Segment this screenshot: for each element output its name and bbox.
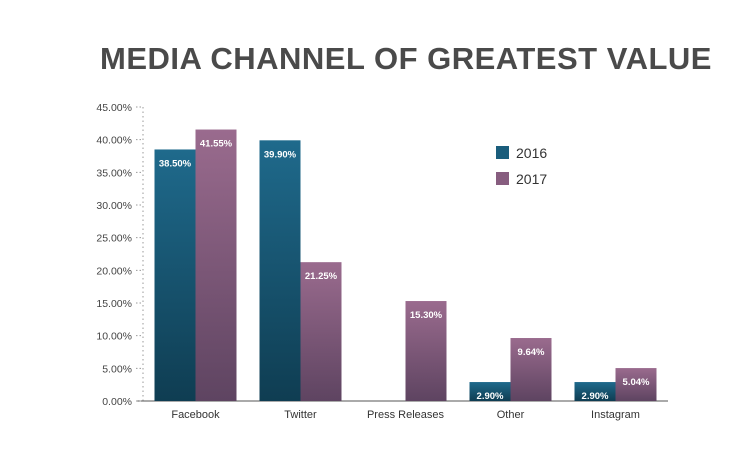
bar-2017-other — [510, 338, 552, 401]
data-label: 2.90% — [477, 391, 504, 402]
y-tick-label: 45.00% — [96, 102, 132, 114]
y-tick-label: 5.00% — [102, 363, 132, 375]
legend-label-2017: 2017 — [516, 171, 547, 187]
data-label: 2.90% — [582, 391, 609, 402]
y-tick-label: 15.00% — [96, 298, 132, 310]
data-label: 41.55% — [200, 139, 233, 150]
bar-2017-press-releases — [405, 301, 447, 401]
data-label: 15.30% — [410, 310, 443, 321]
y-tick-label: 0.00% — [102, 396, 132, 408]
bar-2017-facebook — [195, 129, 237, 402]
x-tick-label: Other — [497, 409, 525, 421]
legend-swatch-2017 — [496, 172, 509, 185]
bar-2016-instagram — [574, 382, 616, 401]
x-tick-label: Press Releases — [367, 409, 445, 421]
y-tick-label: 30.00% — [96, 200, 132, 212]
y-tick-label: 10.00% — [96, 331, 132, 343]
chart-title: MEDIA CHANNEL OF GREATEST VALUE — [100, 41, 712, 76]
bars: 38.50% 41.55% 39.90% 21.25% 15.30% 2.90% 9.64%… — [154, 129, 657, 402]
legend-swatch-2016 — [496, 146, 509, 159]
data-label: 9.64% — [518, 347, 545, 358]
bar-2017-instagram — [615, 368, 657, 401]
data-label: 5.04% — [623, 377, 650, 388]
x-tick-label: Facebook — [171, 409, 220, 421]
y-tick-label: 20.00% — [96, 265, 132, 277]
axes: 0.00% 5.00% 10.00% 15.00% 20.00% 25.00% 30.00%… — [96, 102, 668, 421]
bar-2016-twitter — [259, 140, 301, 401]
legend-label-2016: 2016 — [516, 145, 547, 161]
x-tick-label: Twitter — [284, 409, 317, 421]
legend: 2016 2017 — [496, 145, 547, 187]
bar-2016-facebook — [154, 149, 196, 401]
bar-2016-other — [469, 382, 511, 401]
x-tick-label: Instagram — [591, 409, 640, 421]
y-tick-label: 40.00% — [96, 135, 132, 147]
data-label: 38.50% — [159, 158, 192, 169]
y-tick-label: 25.00% — [96, 233, 132, 245]
y-tick-label: 35.00% — [96, 167, 132, 179]
bar-2017-twitter — [300, 262, 342, 401]
data-label: 39.90% — [264, 149, 297, 160]
data-label: 21.25% — [305, 271, 338, 282]
